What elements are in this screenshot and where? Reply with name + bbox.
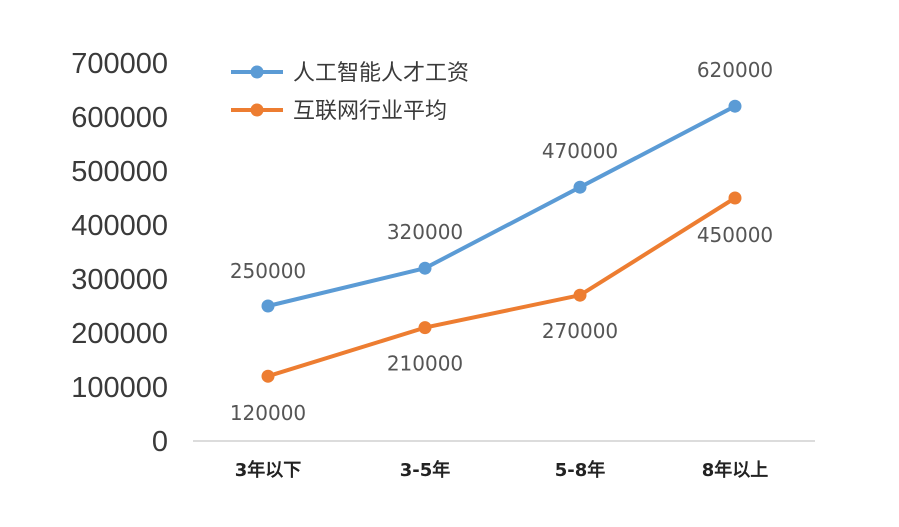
data-label: 620000 (697, 58, 773, 82)
data-label: 270000 (542, 319, 618, 343)
legend-marker (250, 65, 264, 79)
data-label: 320000 (387, 220, 463, 244)
data-label: 120000 (230, 401, 306, 425)
y-tick-label: 600000 (71, 102, 168, 134)
y-tick-label: 700000 (71, 48, 168, 80)
series-line-0 (266, 104, 737, 308)
y-tick-label: 300000 (71, 264, 168, 296)
series-layer (261, 99, 742, 383)
data-point-0 (573, 180, 587, 194)
x-tick-label: 3年以下 (235, 459, 302, 481)
data-point-1 (573, 288, 587, 302)
legend-marker (250, 103, 264, 117)
legend-label: 互联网行业平均 (293, 99, 447, 124)
data-point-1 (261, 369, 275, 383)
x-tick-label: 3-5年 (400, 459, 451, 481)
y-tick-label: 200000 (71, 318, 168, 350)
data-label: 470000 (542, 139, 618, 163)
y-tick-label: 0 (152, 426, 168, 458)
y-tick-label: 500000 (71, 156, 168, 188)
data-label: 450000 (697, 223, 773, 247)
legend-label: 人工智能人才工资 (293, 61, 469, 86)
data-point-1 (418, 321, 432, 335)
series-line-1 (266, 196, 737, 379)
y-axis: 0 100000 200000 300000 400000 500000 600000 700… (71, 48, 168, 458)
x-axis: 3年以下 3-5年 5-8年 8年以上 (193, 440, 815, 481)
data-labels: 250000 320000 470000 620000 120000 210000 2700… (230, 58, 773, 425)
data-point-0 (261, 299, 275, 313)
data-label: 210000 (387, 352, 463, 376)
x-tick-label: 5-8年 (555, 459, 606, 481)
data-label: 250000 (230, 259, 306, 283)
y-tick-label: 100000 (71, 372, 168, 404)
y-tick-label: 400000 (71, 210, 168, 242)
data-point-0 (728, 99, 742, 113)
x-tick-label: 8年以上 (702, 459, 769, 481)
data-point-1 (728, 191, 742, 205)
data-point-0 (418, 261, 432, 275)
